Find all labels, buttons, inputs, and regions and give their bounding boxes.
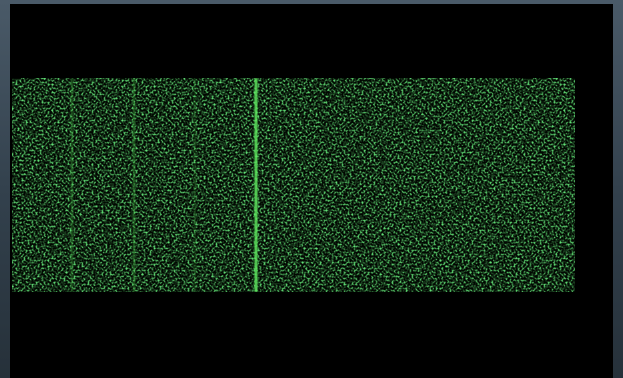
- waterfall-noise: [12, 78, 575, 292]
- waterfall: [12, 78, 575, 292]
- signal-trace: [133, 78, 135, 292]
- signal-trace: [71, 78, 73, 292]
- signal-trace: [194, 78, 196, 292]
- signal-trace-strong: [255, 78, 258, 292]
- screenshot: [0, 0, 623, 378]
- page: [0, 0, 623, 378]
